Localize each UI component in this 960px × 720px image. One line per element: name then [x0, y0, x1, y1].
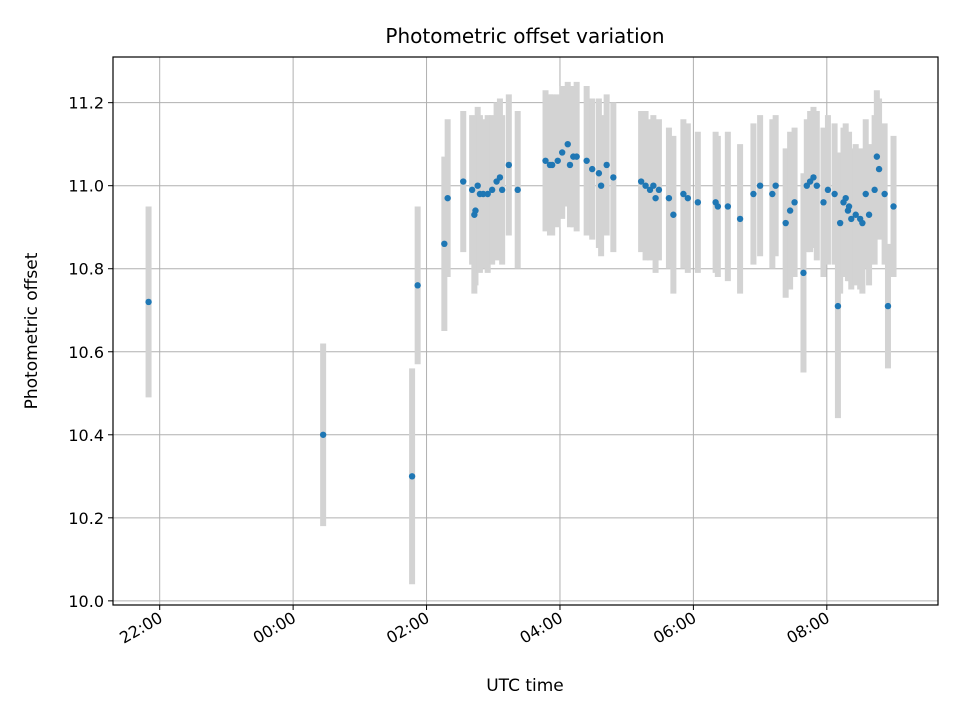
data-point [319, 431, 327, 438]
data-point [684, 194, 692, 202]
data-point [554, 157, 561, 164]
y-tick-label: 10.2 [68, 509, 104, 528]
data-point [859, 219, 866, 227]
data-point [873, 153, 881, 160]
data-point [810, 174, 817, 181]
data-point [820, 199, 827, 206]
data-point [441, 240, 448, 248]
data-point [472, 207, 479, 214]
data-point [800, 269, 807, 277]
data-points [145, 140, 897, 480]
y-tick-label: 11.0 [68, 177, 104, 196]
data-point [498, 186, 506, 194]
data-point [750, 190, 757, 198]
data-point [836, 219, 844, 227]
data-point [566, 161, 574, 169]
data-point [831, 190, 838, 198]
data-point [488, 186, 496, 194]
data-point [610, 174, 617, 181]
data-point [583, 157, 590, 164]
data-point [884, 302, 892, 310]
data-point [842, 194, 849, 202]
data-point [848, 215, 855, 223]
data-point [890, 203, 897, 210]
data-point [496, 174, 504, 181]
data-point [589, 165, 596, 173]
data-point [408, 473, 416, 480]
data-point [670, 211, 677, 218]
x-axis-label: UTC time [486, 676, 564, 696]
data-point [736, 215, 744, 223]
data-point [772, 182, 779, 189]
data-point [597, 182, 605, 189]
data-point [862, 190, 869, 198]
data-point [782, 219, 789, 227]
data-point [769, 190, 776, 198]
data-point [871, 186, 878, 194]
data-point [756, 182, 764, 189]
data-point [505, 161, 513, 169]
data-point [650, 182, 657, 189]
data-point [480, 190, 487, 198]
data-point [852, 211, 859, 218]
plot-frame [112, 56, 939, 606]
data-point [680, 190, 687, 198]
y-tick-label: 10.0 [68, 592, 104, 611]
y-tick-label: 10.6 [68, 343, 104, 362]
data-point [655, 186, 663, 194]
data-point [813, 182, 821, 189]
data-point [694, 199, 702, 206]
data-point [665, 194, 673, 202]
data-point [881, 190, 888, 198]
data-point [603, 161, 610, 169]
data-point [514, 186, 521, 194]
y-tick-label: 10.4 [68, 426, 104, 445]
y-tick-label: 10.8 [68, 260, 104, 279]
y-axis-label: Photometric offset [22, 252, 42, 409]
data-point [652, 194, 659, 202]
data-point [468, 186, 476, 194]
grid [113, 57, 938, 605]
data-point [573, 153, 580, 160]
data-point [548, 161, 556, 169]
data-point [558, 149, 566, 156]
data-point [444, 194, 451, 202]
data-point [845, 203, 853, 210]
data-point [564, 140, 571, 148]
y-tick-label: 11.2 [68, 94, 104, 113]
data-point [542, 157, 549, 164]
data-point [484, 190, 491, 198]
data-point [834, 302, 842, 310]
data-point [791, 199, 798, 206]
ticks: 10.010.210.410.610.811.011.222:00 00:00 02… [68, 94, 832, 648]
data-point [865, 211, 873, 218]
data-point [875, 165, 883, 173]
data-point [714, 203, 722, 210]
data-point [724, 203, 732, 210]
data-point [595, 170, 603, 177]
data-point [460, 178, 467, 185]
data-point [824, 186, 832, 194]
data-point [145, 298, 152, 306]
data-point [786, 207, 794, 214]
data-point [474, 182, 481, 189]
chart-title: Photometric offset variation [385, 24, 664, 48]
data-point [637, 178, 645, 185]
data-point [414, 282, 421, 289]
data-point [642, 182, 649, 189]
